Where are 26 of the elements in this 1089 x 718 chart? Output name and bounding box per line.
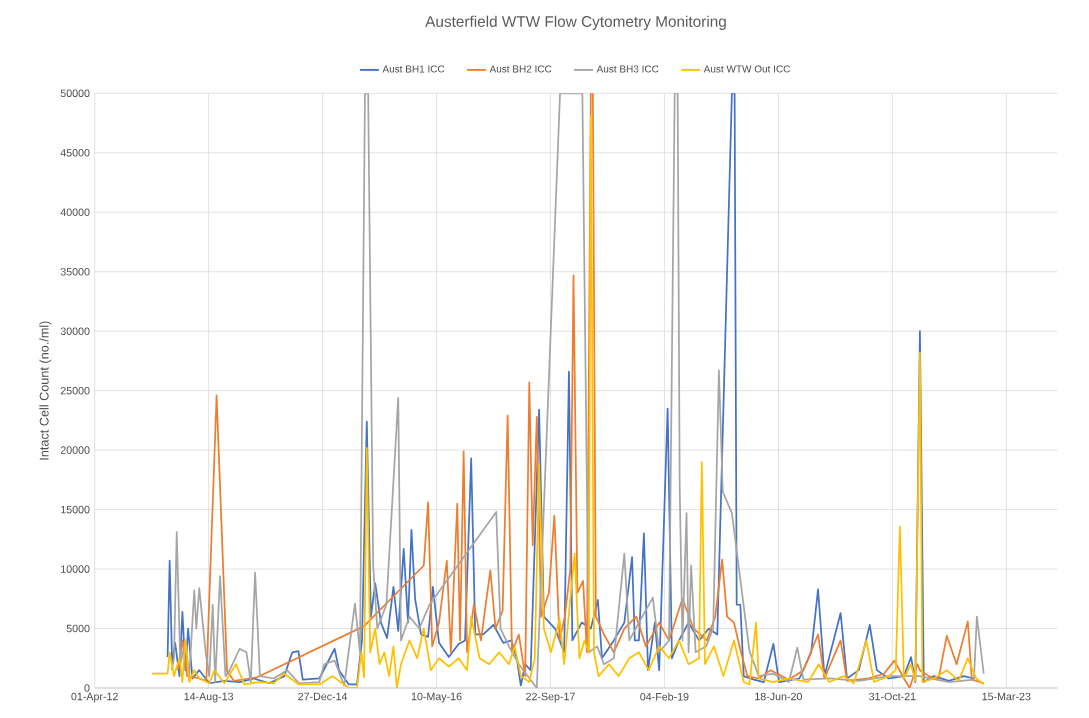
y-tick-label: 5000	[66, 624, 90, 633]
y-tick-label: 40000	[60, 208, 90, 217]
x-tick-label: 31-Oct-21	[869, 692, 916, 701]
legend-label: Aust BH1 ICC	[382, 65, 445, 73]
y-tick-label: 0	[84, 684, 90, 692]
x-tick-label: 22-Sep-17	[526, 692, 575, 703]
x-tick-label: 15-Mar-23	[982, 692, 1031, 701]
chart-title: Austerfield WTW Flow Cytometry Monitoring	[425, 15, 726, 30]
x-tick-label: 04-Feb-19	[640, 692, 689, 701]
legend-label: Aust BH3 ICC	[596, 65, 659, 73]
y-tick-label: 20000	[60, 446, 90, 454]
legend-label: Aust BH2 ICC	[489, 65, 552, 73]
y-tick-label: 45000	[60, 149, 90, 157]
x-tick-label: 10-May-16	[411, 692, 462, 703]
y-tick-label: 50000	[60, 89, 90, 98]
y-axis-title: Intact Cell Count (no./ml)	[39, 321, 52, 460]
y-tick-label: 10000	[61, 565, 90, 573]
y-tick-label: 35000	[60, 267, 90, 276]
y-tick-label: 30000	[60, 327, 90, 335]
x-tick-label: 01-Apr-12	[71, 692, 118, 703]
legend-label: Aust WTW Out ICC	[703, 65, 790, 73]
x-tick-label: 14-Aug-13	[184, 692, 234, 703]
x-tick-label: 18-Jun-20	[755, 692, 802, 701]
y-tick-label: 25000	[60, 386, 90, 395]
y-tick-label: 15000	[61, 505, 90, 514]
x-tick-label: 27-Dec-14	[298, 692, 348, 701]
